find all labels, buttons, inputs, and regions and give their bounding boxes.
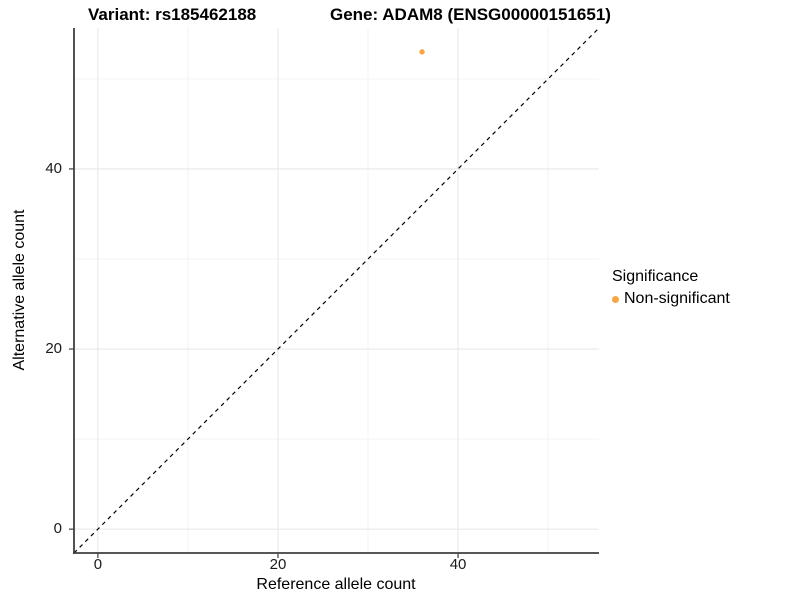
legend-items: Non-significant [612, 290, 730, 308]
data-point [419, 49, 425, 55]
legend-item-label: Non-significant [624, 290, 730, 307]
y-tick-label: 0 [53, 520, 62, 538]
legend: Significance Non-significant [612, 268, 730, 308]
x-tick-label: 20 [269, 556, 287, 573]
identity-reference-line [73, 27, 600, 554]
plot-title-gene: Gene: ADAM8 (ENSG00000151651) [330, 5, 611, 24]
x-tick-label: 40 [449, 556, 467, 573]
y-tick-label: 40 [45, 159, 62, 177]
y-tick-label: 20 [45, 340, 62, 358]
y-axis-title: Alternative allele count [11, 209, 28, 371]
plot-title-variant: Variant: rs185462188 [88, 5, 257, 24]
x-tick-label: 0 [93, 556, 103, 573]
legend-item: Non-significant [612, 290, 730, 308]
legend-title: Significance [612, 268, 699, 285]
circle-icon [612, 295, 619, 303]
x-axis-title: Reference allele count [256, 576, 416, 593]
